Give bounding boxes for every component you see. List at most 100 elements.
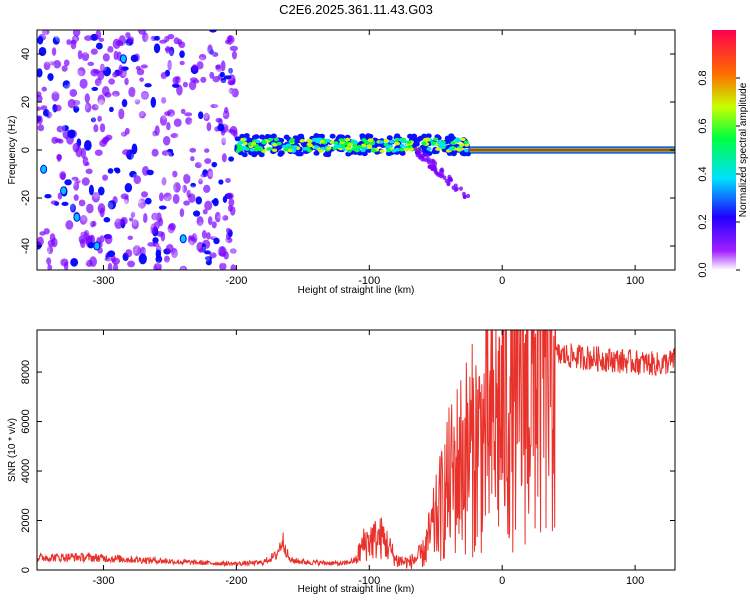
noise-blob xyxy=(167,33,175,40)
streak-blob xyxy=(287,161,291,173)
snr-ytick-label: 4000 xyxy=(20,459,32,483)
streak-blob xyxy=(299,168,303,181)
noise-blob xyxy=(101,64,108,71)
streak-blob xyxy=(409,229,413,239)
noise-blob xyxy=(107,51,113,56)
noise-blob xyxy=(103,247,109,256)
signal-blob xyxy=(366,145,373,150)
streak-blob xyxy=(400,243,404,249)
noise-blob xyxy=(180,67,186,77)
noise-blob xyxy=(122,42,130,47)
signal-blob xyxy=(369,141,375,146)
noise-blob xyxy=(134,201,142,213)
noise-blob xyxy=(175,134,183,142)
signal-outline xyxy=(345,151,352,157)
noise-blob xyxy=(73,194,79,201)
signal-outline xyxy=(385,151,392,157)
signal-outline xyxy=(295,151,302,157)
streak-blob xyxy=(381,121,385,129)
streak-blob xyxy=(393,225,397,236)
noise-blob xyxy=(94,149,103,156)
noise-blob xyxy=(42,40,49,45)
bright-noise-blob xyxy=(179,234,187,244)
noise-blob xyxy=(161,77,169,88)
streak-blob xyxy=(425,66,429,79)
noise-blob xyxy=(127,207,136,214)
noise-blob xyxy=(83,229,90,241)
noise-blob xyxy=(227,55,233,61)
streak-blob xyxy=(393,47,397,60)
streak-blob xyxy=(400,218,404,230)
signal-blob xyxy=(426,147,432,151)
noise-blob xyxy=(210,140,219,147)
noise-blob xyxy=(94,101,101,109)
noise-blob xyxy=(49,189,58,197)
noise-blob xyxy=(144,197,152,205)
signal-blob xyxy=(346,149,352,153)
streak-blob xyxy=(381,97,385,107)
noise-blob xyxy=(122,199,131,206)
streak-blob xyxy=(266,77,270,85)
noise-blob xyxy=(121,232,128,244)
noise-blob xyxy=(228,244,236,255)
spectrogram-xtick-label: -300 xyxy=(92,275,114,287)
noise-blob xyxy=(61,125,69,132)
drift-blob xyxy=(446,181,451,186)
streak-blob xyxy=(427,39,431,46)
streak-blob xyxy=(427,204,432,216)
noise-blob xyxy=(121,98,128,108)
drift-blob xyxy=(439,167,444,172)
noise-blob xyxy=(220,60,226,72)
noise-blob xyxy=(139,203,146,215)
noise-blob xyxy=(136,102,145,108)
streak-blob xyxy=(371,251,375,264)
noise-blob xyxy=(229,114,236,120)
noise-blob xyxy=(230,264,237,270)
streak-blob xyxy=(427,202,431,215)
noise-blob xyxy=(57,209,66,214)
signal-blob xyxy=(267,137,274,142)
noise-blob xyxy=(144,227,153,234)
noise-blob xyxy=(228,156,235,162)
noise-blob xyxy=(138,140,144,148)
noise-blob xyxy=(50,200,59,205)
noise-blob xyxy=(228,198,235,207)
noise-blob xyxy=(102,174,108,181)
noise-blob xyxy=(53,184,61,193)
streak-blob xyxy=(287,186,291,199)
noise-blob xyxy=(43,80,50,85)
streak-blob xyxy=(337,160,341,171)
streak-blob xyxy=(299,214,303,221)
signal-blob xyxy=(352,140,359,145)
signal-blob xyxy=(361,143,367,148)
noise-blob xyxy=(78,87,84,98)
streak-blob xyxy=(380,67,384,81)
noise-blob xyxy=(167,98,172,109)
noise-blob xyxy=(207,168,214,180)
streak-blob xyxy=(299,71,303,84)
noise-blob xyxy=(164,255,170,263)
noise-blob xyxy=(102,53,110,62)
signal-blob xyxy=(356,145,362,149)
noise-blob xyxy=(93,124,99,133)
noise-blob xyxy=(156,138,164,145)
noise-blob xyxy=(85,217,93,228)
spectrogram-marks xyxy=(37,30,675,270)
streak-blob xyxy=(370,166,374,175)
noise-blob xyxy=(37,196,43,204)
noise-blob xyxy=(40,105,48,111)
noise-blob xyxy=(60,238,69,249)
noise-blob xyxy=(80,132,86,138)
streak-blob xyxy=(302,163,307,169)
streak-blob xyxy=(427,50,432,59)
streak-blob xyxy=(356,129,360,143)
streak-blob xyxy=(313,30,317,37)
drift-blob xyxy=(462,194,467,199)
noise-blob xyxy=(225,145,234,152)
noise-blob xyxy=(147,38,155,49)
noise-blob xyxy=(220,257,226,265)
noise-blob xyxy=(168,222,176,231)
noise-blob xyxy=(130,54,139,63)
noise-blob xyxy=(83,139,92,151)
noise-blob xyxy=(61,65,68,72)
